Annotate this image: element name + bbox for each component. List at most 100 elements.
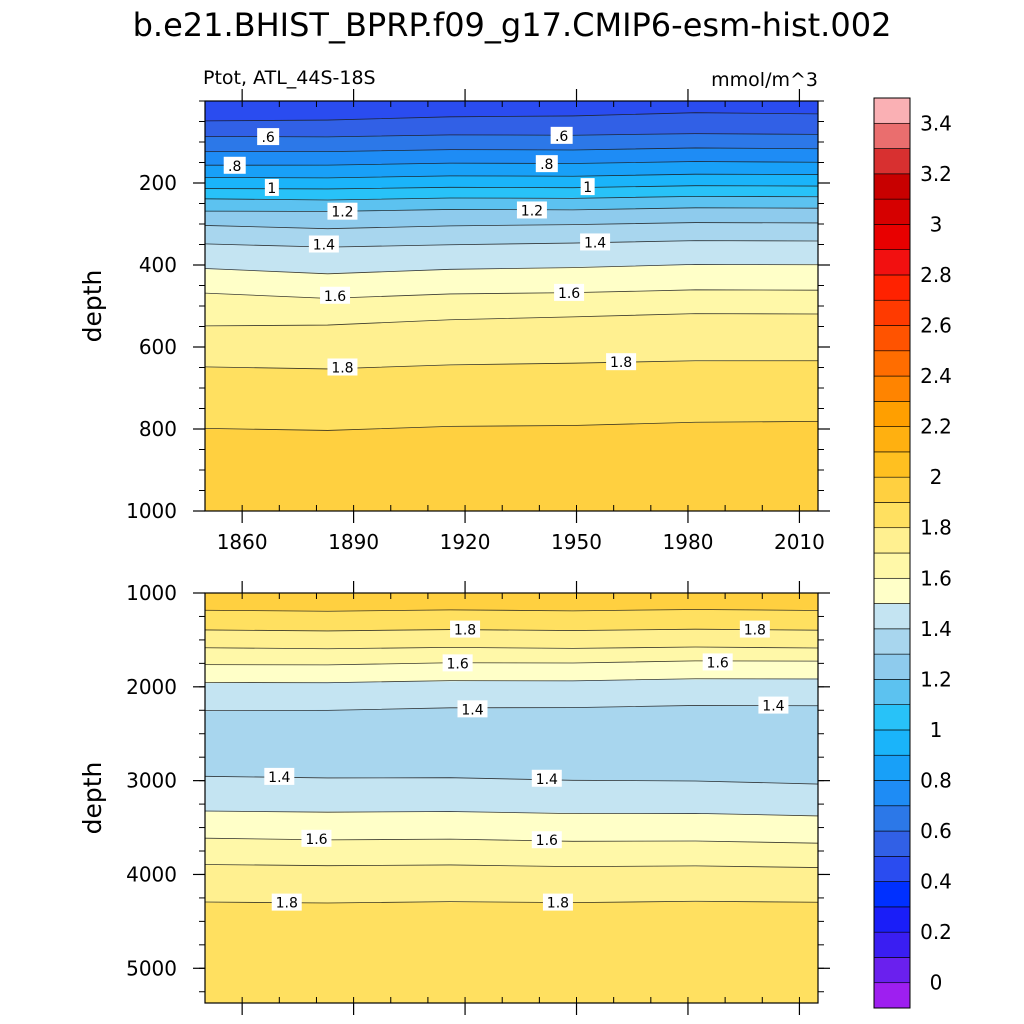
contour-line <box>205 775 818 785</box>
colorbar-swatch <box>873 451 911 478</box>
colorbar-label: 1.8 <box>920 516 952 540</box>
contour-line <box>205 207 818 212</box>
contour-label-bg <box>327 358 358 376</box>
contour-label: 1.4 <box>762 699 784 715</box>
contour-line <box>205 133 818 138</box>
contour-label: 1.8 <box>454 623 476 639</box>
contour-line <box>205 195 818 201</box>
colorbar-label: 2.6 <box>920 314 952 338</box>
contour-band <box>205 420 818 511</box>
colorbar-frame <box>873 97 911 1009</box>
contour-line <box>205 900 818 904</box>
x-tick-label: 2010 <box>774 530 825 554</box>
contour-label: 1.2 <box>331 205 353 221</box>
y-tick-label: 1000 <box>126 581 177 605</box>
colorbar-swatch <box>873 780 911 807</box>
colorbar-swatch <box>873 982 911 1009</box>
colorbar-label: 0.8 <box>920 769 952 793</box>
figure-title: b.e21.BHIST_BPRP.f09_g17.CMIP6-esm-hist.… <box>133 6 892 44</box>
colorbar-swatch <box>873 628 911 655</box>
contour-label-bg <box>702 653 733 671</box>
contour-label-bg <box>264 178 279 196</box>
colorbar-label: 0.2 <box>920 920 952 944</box>
colorbar-swatch <box>873 754 911 781</box>
contour-label-bg <box>516 201 547 219</box>
contour-line <box>205 360 818 370</box>
colorbar-swatch <box>873 931 911 958</box>
colorbar-label: 2.4 <box>920 364 952 388</box>
contour-label-bg <box>327 202 358 220</box>
variable-region-label: Ptot, ATL_44S-18S <box>203 67 376 89</box>
colorbar: 0 0.2 0.4 0.6 0.8 1 1.2 1.4 1.6 1.8 2 2.2 2.4 2.6 2.8 3… <box>873 97 952 1009</box>
contour-line <box>205 222 818 230</box>
contour-label-bg <box>457 700 488 718</box>
contour-label-bg <box>542 893 573 911</box>
contour-line <box>205 646 818 650</box>
colorbar-label: 0 <box>930 971 943 995</box>
y-tick-label: 1000 <box>126 499 177 523</box>
contour-label-bg <box>550 126 573 144</box>
contour-label-bg <box>580 178 595 196</box>
x-tick-label: 1980 <box>663 530 714 554</box>
colorbar-swatch <box>873 274 911 301</box>
colorbar-swatch <box>873 426 911 453</box>
y-tick-label: 4000 <box>126 862 177 886</box>
contour-label-bg <box>271 893 302 911</box>
y-tick-label: 5000 <box>126 956 177 980</box>
colorbar-label: 2.8 <box>920 263 952 287</box>
contour-line <box>205 864 818 868</box>
colorbar-swatch <box>873 704 911 731</box>
contour-label: 1.6 <box>536 833 558 849</box>
contour-line <box>205 263 818 275</box>
colorbar-label: 1.4 <box>920 617 952 641</box>
colorbar-swatch <box>873 830 911 857</box>
contour-line <box>205 313 818 327</box>
contour-label-bg <box>535 155 558 173</box>
contour-line <box>205 705 818 712</box>
contour-label: 1.2 <box>521 203 543 219</box>
contour-line <box>205 112 818 122</box>
contour-label: 1.8 <box>610 355 632 371</box>
contour-label-bg <box>531 769 562 787</box>
contour-label-bg <box>301 829 332 847</box>
colorbar-swatch <box>873 527 911 554</box>
units-label: mmol/m^3 <box>711 69 818 91</box>
contour-label-bg <box>554 283 585 301</box>
colorbar-label: 1.2 <box>920 667 952 691</box>
y-tick-label: 600 <box>139 335 177 359</box>
contour-label: 1.4 <box>268 770 290 786</box>
contour-line <box>205 173 818 179</box>
colorbar-swatch <box>873 375 911 402</box>
colorbar-label: 2.2 <box>920 415 952 439</box>
colorbar-swatch <box>873 957 911 984</box>
colorbar-swatch <box>873 653 911 680</box>
contour-line <box>205 240 818 248</box>
plot-frame <box>204 592 819 1004</box>
contour-label: 1.8 <box>276 896 298 912</box>
contour-label: 1.6 <box>446 656 468 672</box>
colorbar-label: 3.4 <box>920 111 952 135</box>
colorbar-label: 0.6 <box>920 819 952 843</box>
contour-label-bg <box>320 286 351 304</box>
contour-label-bg <box>758 696 789 714</box>
contour-label-bg <box>223 156 246 174</box>
colorbar-swatch <box>873 906 911 933</box>
colorbar-label: 2 <box>930 465 943 489</box>
y-tick-label: 200 <box>139 171 177 195</box>
contour-label: .8 <box>228 159 241 175</box>
colorbar-swatch <box>873 856 911 882</box>
colorbar-label: 3.2 <box>920 162 952 186</box>
x-tick-label: 1860 <box>217 530 268 554</box>
y-tick-label: 2000 <box>126 675 177 699</box>
colorbar-swatch <box>873 552 911 579</box>
contour-line <box>205 185 818 190</box>
contour-label: 1.8 <box>547 896 569 912</box>
x-tick-label: 1890 <box>328 530 379 554</box>
y-tick-label: 3000 <box>126 769 177 793</box>
colorbar-label: 0.4 <box>920 870 952 894</box>
contour-label: 1.8 <box>744 623 766 639</box>
contour-line <box>205 609 818 612</box>
colorbar-swatch <box>873 325 911 352</box>
